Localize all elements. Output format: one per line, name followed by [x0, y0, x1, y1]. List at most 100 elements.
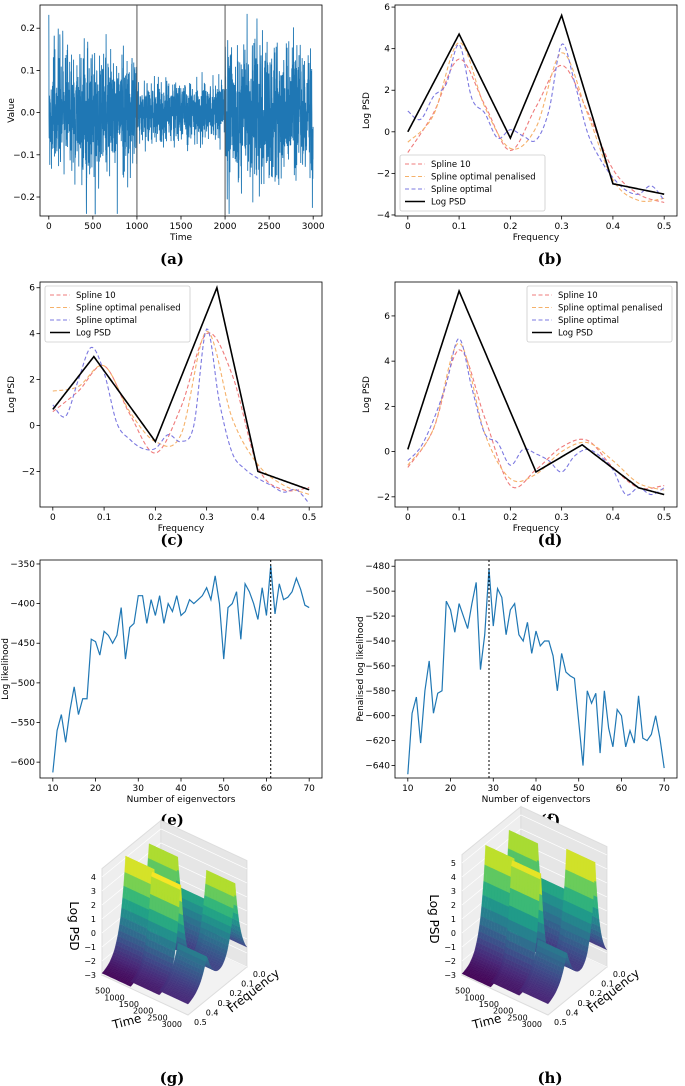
legend-label: Log PSD — [76, 329, 111, 339]
legend-label: Spline 10 — [558, 291, 598, 301]
legend-label: Log PSD — [558, 329, 593, 339]
series-log-psd — [52, 285, 310, 491]
y-tick-label: 6 — [29, 284, 35, 294]
x-tick-label: 70 — [303, 784, 315, 794]
time-tick-label: 2000 — [133, 1007, 153, 1016]
plot-area — [48, 5, 314, 216]
series-spline-10 — [407, 349, 665, 490]
y-tick-label: −520 — [365, 612, 390, 622]
x-tick-label: 20 — [90, 784, 102, 794]
z-grid-line — [461, 814, 608, 864]
z-tick-label: 4 — [91, 873, 96, 882]
y-axis-label: Log PSD — [362, 376, 372, 413]
series-spline-optimal — [52, 328, 310, 504]
x-tick-label: 0 — [405, 222, 411, 232]
x-tick-label: 3000 — [302, 222, 325, 232]
plot-area — [407, 13, 665, 204]
freq-tick-label: 0.3 — [218, 999, 231, 1008]
y-tick-label: −500 — [365, 587, 390, 597]
y-axis-label: Value — [7, 98, 17, 123]
time-axis-label: Time — [110, 1011, 143, 1032]
z-tick-label: 2 — [451, 901, 456, 910]
panel-caption: (d) — [538, 531, 563, 549]
freq-tick-label: 0.3 — [578, 999, 591, 1008]
x-tick-label: 30 — [488, 784, 500, 794]
time-tick-label: 1000 — [104, 993, 124, 1002]
x-tick-label: 60 — [616, 784, 628, 794]
y-tick-label: 2 — [384, 86, 390, 96]
x-axis-label: Frequency — [513, 233, 560, 243]
z-tick-label: 0 — [451, 929, 456, 938]
plot-area — [52, 560, 310, 778]
z-axis-label: Log PSD — [67, 901, 81, 950]
series-spline-optimal — [407, 337, 665, 496]
panel-5: 10 20 30 40 50 60 70 −640 −620 −600 −580 −560 −540 −5… — [356, 559, 678, 829]
time-tick-label: 1500 — [119, 1000, 139, 1009]
axes-frame — [39, 559, 323, 779]
time-axis-label: Time — [470, 1011, 503, 1032]
freq-tick-label: 0.0 — [253, 970, 266, 979]
legend-label: Log PSD — [431, 198, 466, 208]
time-tick-label: 2500 — [507, 1013, 527, 1022]
legend-label: Spline optimal — [431, 185, 492, 195]
panel-caption: (h) — [537, 1069, 562, 1086]
surface-facet — [544, 1001, 550, 1005]
y-tick-label: −540 — [365, 637, 390, 647]
z-tick-label: 1 — [91, 915, 96, 924]
x-tick-label: 0.2 — [503, 513, 517, 523]
y-tick-label: 0 — [29, 421, 35, 431]
x-tick-label: 30 — [133, 784, 145, 794]
panel-caption: (g) — [160, 1069, 185, 1086]
series-log-psd — [407, 13, 665, 195]
y-tick-label: 2 — [29, 376, 35, 386]
y-tick-label: −2 — [22, 467, 35, 477]
panel-caption: (a) — [160, 250, 184, 268]
x-tick-label: 10 — [47, 784, 59, 794]
y-tick-label: 4 — [384, 45, 390, 55]
y-axis-label: Log PSD — [7, 376, 17, 413]
z-tick-label: 2 — [91, 901, 96, 910]
x-tick-label: 2000 — [214, 222, 237, 232]
time-tick-label: 2500 — [147, 1013, 167, 1022]
y-tick-label: −550 — [10, 719, 35, 729]
legend-label: Spline optimal — [76, 316, 137, 326]
likelihood-line — [407, 568, 665, 775]
z-tick-label: 1 — [451, 915, 456, 924]
freq-tick-label: 0.5 — [554, 1018, 567, 1027]
z-tick-label: 3 — [91, 887, 96, 896]
time-tick-label: 1500 — [479, 1000, 499, 1009]
series-spline-10 — [52, 332, 310, 492]
z-grid-line — [101, 828, 248, 878]
z-tick-label: 4 — [451, 873, 456, 882]
panel-caption: (b) — [538, 250, 563, 268]
likelihood-line — [52, 565, 310, 773]
x-tick-label: 2500 — [258, 222, 281, 232]
x-tick-label: 0.5 — [302, 513, 316, 523]
legend-frame — [399, 154, 546, 212]
x-axis-label: Frequency — [158, 524, 205, 534]
panel-3: 0 0.1 0.2 0.3 0.4 0.5 −2 0 2 4 6 Frequency Log PSD (d… — [362, 281, 678, 549]
legend-label: Spline 10 — [431, 160, 471, 170]
y-tick-label: −620 — [365, 737, 390, 747]
y-tick-label: 4 — [384, 357, 390, 367]
freq-tick-label: 0.5 — [194, 1018, 207, 1027]
legend: Spline 10 Spline optimal penalised Spline … — [526, 285, 673, 343]
legend-frame — [526, 285, 673, 343]
y-tick-label: −500 — [10, 679, 35, 689]
y-tick-label: 0.2 — [21, 24, 35, 34]
x-tick-label: 20 — [445, 784, 457, 794]
z-tick-label: 5 — [451, 859, 456, 868]
z-tick-label: −2 — [444, 957, 456, 966]
y-tick-label: −600 — [10, 758, 35, 768]
freq-tick-label: 0.1 — [241, 980, 254, 989]
time-series-line — [48, 13, 314, 215]
y-tick-label: −480 — [365, 562, 390, 572]
y-axis-label: Penalised log likelihood — [356, 616, 366, 721]
y-tick-label: 4 — [29, 330, 35, 340]
panel-2: 0 0.1 0.2 0.3 0.4 0.5 −2 0 2 4 6 Frequency Log PSD (c… — [7, 281, 323, 549]
panel-7: −3−2−1012345500100015002000250030000.00.… — [427, 805, 642, 1086]
time-tick-label: 3000 — [162, 1020, 182, 1029]
x-tick-label: 0.5 — [657, 513, 671, 523]
axes-frame — [394, 559, 678, 779]
